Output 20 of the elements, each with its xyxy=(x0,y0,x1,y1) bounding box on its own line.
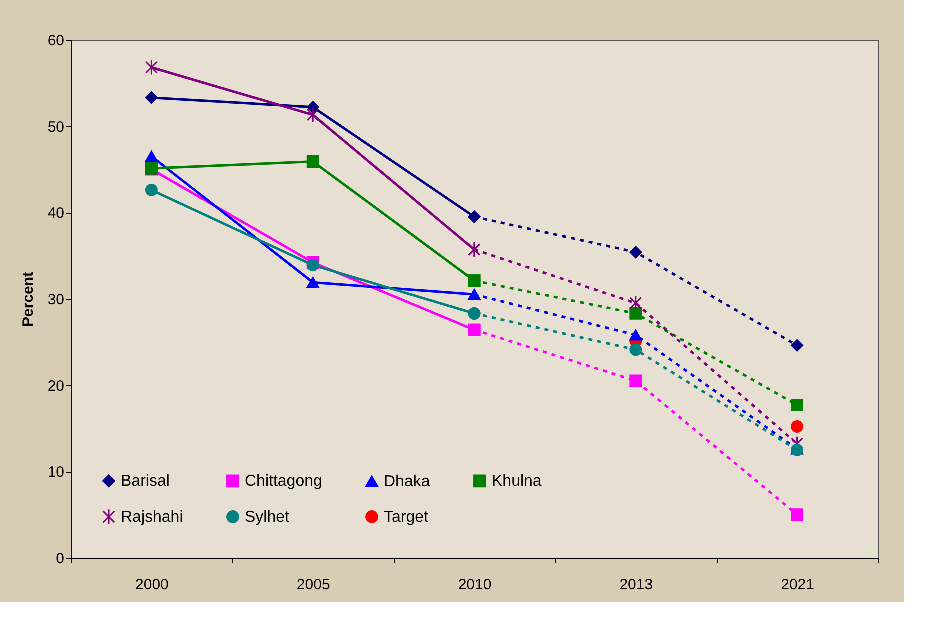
legend-label: Rajshahi xyxy=(121,509,184,526)
legend-label: Dhaka xyxy=(384,474,430,490)
y-tick-label: 20 xyxy=(48,378,64,395)
legend-label: Sylhet xyxy=(245,509,290,526)
y-tick-label: 10 xyxy=(48,464,64,482)
y-tick-label: 50 xyxy=(48,118,64,136)
legend-label: Barisal xyxy=(121,473,170,490)
x-tick-label: 2010 xyxy=(458,576,492,594)
y-tick-label: 40 xyxy=(48,205,64,222)
y-axis-title: Percent xyxy=(20,272,37,328)
x-tick-label: 2005 xyxy=(296,576,330,594)
y-tick-label: 30 xyxy=(48,292,64,308)
x-tick-label: 2000 xyxy=(136,576,169,594)
legend-label: Target xyxy=(384,509,430,526)
x-tick-label: 2013 xyxy=(620,576,654,594)
y-tick-label: 60 xyxy=(48,32,64,50)
legend-label: Khulna xyxy=(492,473,542,490)
x-tick-label: 2021 xyxy=(781,576,814,594)
legend-label: Chittagong xyxy=(245,473,322,490)
y-tick-label: 0 xyxy=(56,550,64,568)
